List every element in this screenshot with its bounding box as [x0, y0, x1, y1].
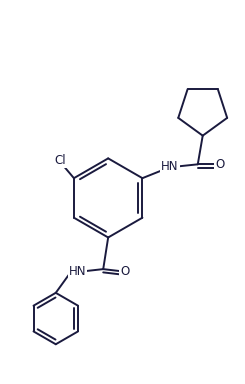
Text: O: O	[120, 265, 130, 278]
Text: HN: HN	[161, 160, 179, 173]
Text: O: O	[215, 158, 224, 171]
Text: HN: HN	[69, 265, 86, 278]
Text: Cl: Cl	[54, 154, 66, 167]
